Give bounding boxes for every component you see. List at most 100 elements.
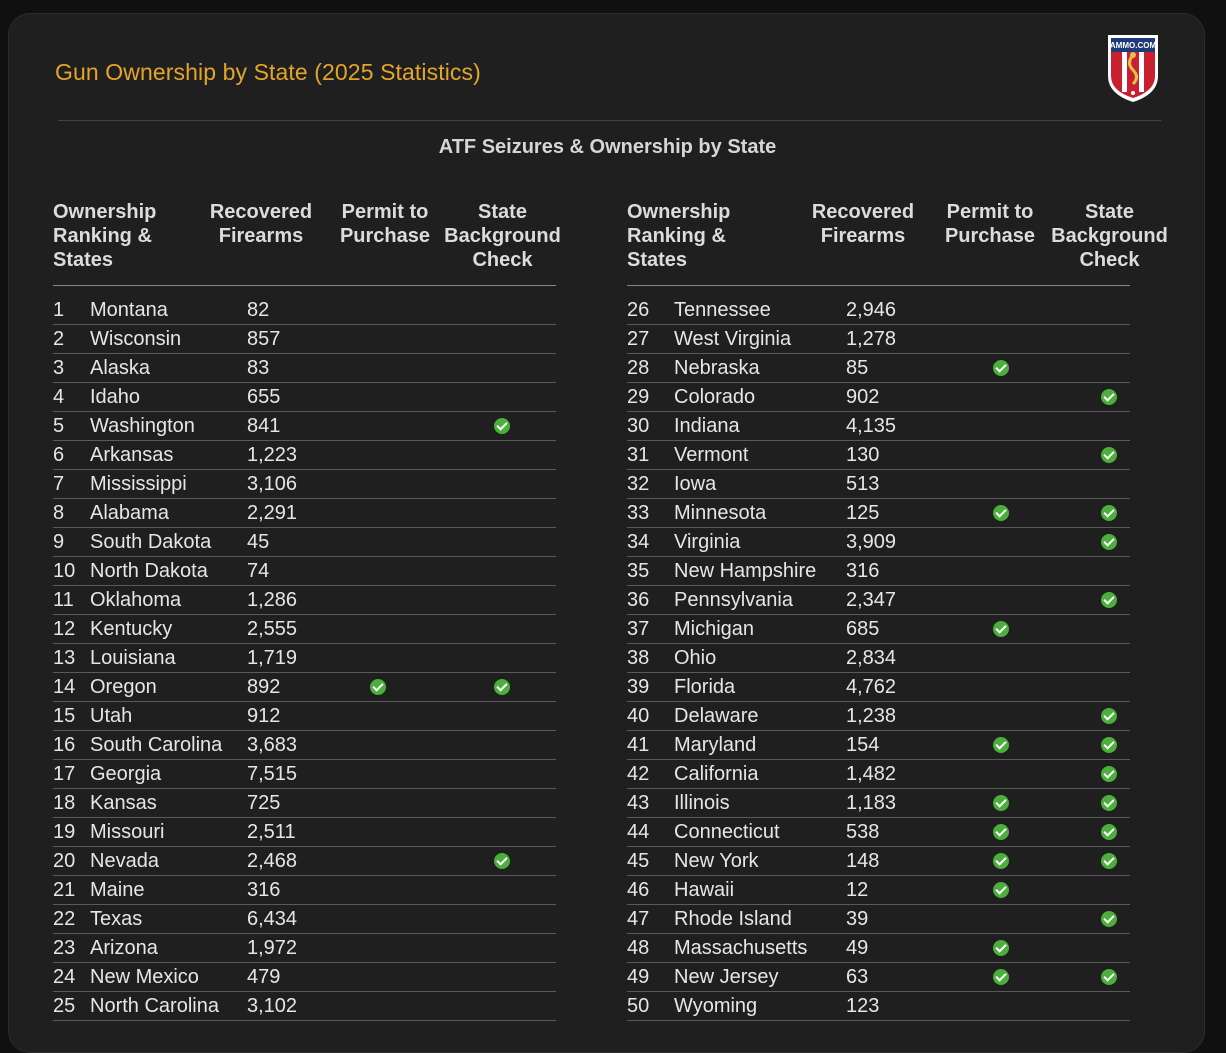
table-row: 41 Maryland 154	[627, 731, 1130, 760]
row-rank: 20	[53, 850, 76, 872]
table-row: 38 Ohio 2,834	[627, 644, 1130, 673]
row-rank: 17	[53, 763, 76, 785]
row-recovered-firearms: 63	[846, 966, 869, 988]
row-state: Rhode Island	[674, 908, 792, 930]
row-rank: 27	[627, 328, 650, 350]
table-row: 20 Nevada 2,468	[53, 847, 556, 876]
table-row: 1 Montana 82	[53, 296, 556, 325]
row-state: Montana	[90, 299, 168, 321]
row-rank: 47	[627, 908, 650, 930]
row-state: Indiana	[674, 415, 740, 437]
permit-check-icon	[993, 853, 1009, 869]
row-rank: 11	[53, 589, 74, 611]
header-recovered-firearms: Recovered Firearms	[811, 201, 915, 247]
row-state: North Dakota	[90, 560, 208, 582]
table-row: 48 Massachusetts 49	[627, 934, 1130, 963]
table-row: 28 Nebraska 85	[627, 354, 1130, 383]
row-state: Illinois	[674, 792, 730, 814]
row-rank: 24	[53, 966, 76, 988]
row-state: Louisiana	[90, 647, 176, 669]
row-recovered-firearms: 83	[247, 357, 270, 379]
row-rank: 39	[627, 676, 650, 698]
row-rank: 15	[53, 705, 76, 727]
row-recovered-firearms: 1,238	[846, 705, 897, 727]
table-row: 35 New Hampshire 316	[627, 557, 1130, 586]
row-recovered-firearms: 1,482	[846, 763, 897, 785]
row-rank: 46	[627, 879, 650, 901]
row-state: Arkansas	[90, 444, 174, 466]
table-row: 24 New Mexico 479	[53, 963, 556, 992]
row-recovered-firearms: 39	[846, 908, 869, 930]
table-row: 12 Kentucky 2,555	[53, 615, 556, 644]
row-rank: 34	[627, 531, 650, 553]
background-check-icon	[494, 853, 510, 869]
table-row: 10 North Dakota 74	[53, 557, 556, 586]
row-state: Minnesota	[674, 502, 767, 524]
row-recovered-firearms: 3,102	[247, 995, 298, 1017]
row-state: Virginia	[674, 531, 741, 553]
table-row: 23 Arizona 1,972	[53, 934, 556, 963]
row-state: North Carolina	[90, 995, 219, 1017]
row-rank: 3	[53, 357, 65, 379]
row-rank: 29	[627, 386, 650, 408]
table-body: 26 Tennessee 2,946 27 West Virginia 1,278 28 Ne…	[627, 296, 1130, 1021]
row-state: Tennessee	[674, 299, 771, 321]
row-state: Kentucky	[90, 618, 173, 640]
table-row: 8 Alabama 2,291	[53, 499, 556, 528]
row-rank: 13	[53, 647, 76, 669]
row-recovered-firearms: 513	[846, 473, 880, 495]
row-rank: 43	[627, 792, 650, 814]
row-state: Ohio	[674, 647, 717, 669]
row-recovered-firearms: 1,278	[846, 328, 897, 350]
row-recovered-firearms: 2,511	[247, 821, 296, 843]
table-row: 33 Minnesota 125	[627, 499, 1130, 528]
row-recovered-firearms: 2,946	[846, 299, 897, 321]
row-recovered-firearms: 4,135	[846, 415, 897, 437]
row-rank: 6	[53, 444, 65, 466]
background-check-icon	[1101, 737, 1117, 753]
table-row: 11 Oklahoma 1,286	[53, 586, 556, 615]
row-state: Arizona	[90, 937, 158, 959]
row-rank: 35	[627, 560, 650, 582]
row-state: Texas	[90, 908, 143, 930]
ranking-table-right: Ownership Ranking & States Recovered Fir…	[627, 200, 1168, 1021]
row-recovered-firearms: 479	[247, 966, 281, 988]
row-recovered-firearms: 1,183	[846, 792, 897, 814]
ammo-com-logo[interactable]: AMMO.COM	[1105, 32, 1161, 104]
row-state: Alabama	[90, 502, 169, 524]
row-state: Michigan	[674, 618, 755, 640]
row-recovered-firearms: 7,515	[247, 763, 298, 785]
row-state: South Carolina	[90, 734, 223, 756]
row-recovered-firearms: 655	[247, 386, 281, 408]
row-state: Maine	[90, 879, 145, 901]
table-row: 42 California 1,482	[627, 760, 1130, 789]
row-recovered-firearms: 49	[846, 937, 869, 959]
row-state: Vermont	[674, 444, 749, 466]
row-rank: 2	[53, 328, 65, 350]
table-row: 15 Utah 912	[53, 702, 556, 731]
row-recovered-firearms: 538	[846, 821, 880, 843]
row-rank: 31	[627, 444, 650, 466]
row-rank: 49	[627, 966, 650, 988]
row-recovered-firearms: 1,972	[247, 937, 298, 959]
row-rank: 26	[627, 299, 650, 321]
permit-check-icon	[370, 679, 386, 695]
table-row: 17 Georgia 7,515	[53, 760, 556, 789]
permit-check-icon	[993, 505, 1009, 521]
table-row: 46 Hawaii 12	[627, 876, 1130, 905]
row-state: Hawaii	[674, 879, 735, 901]
permit-check-icon	[993, 795, 1009, 811]
table-row: 7 Mississippi 3,106	[53, 470, 556, 499]
row-rank: 25	[53, 995, 76, 1017]
row-state: Oklahoma	[90, 589, 182, 611]
table-row: 29 Colorado 902	[627, 383, 1130, 412]
row-state: Connecticut	[674, 821, 780, 843]
table-row: 6 Arkansas 1,223	[53, 441, 556, 470]
permit-check-icon	[993, 621, 1009, 637]
table-row: 22 Texas 6,434	[53, 905, 556, 934]
table-row: 3 Alaska 83	[53, 354, 556, 383]
row-recovered-firearms: 902	[846, 386, 880, 408]
row-state: Colorado	[674, 386, 756, 408]
row-rank: 30	[627, 415, 650, 437]
row-recovered-firearms: 12	[846, 879, 869, 901]
